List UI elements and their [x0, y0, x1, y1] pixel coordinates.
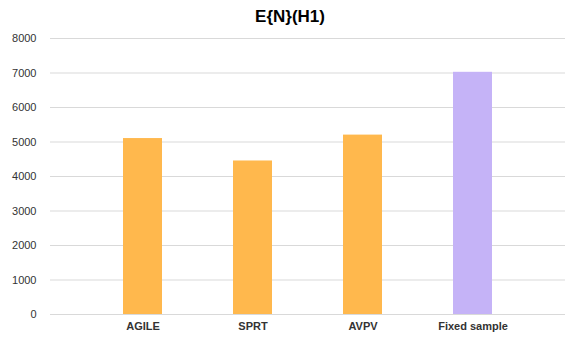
svg-text:AGILE: AGILE: [126, 320, 160, 332]
html-text:E{N}(H1): E{N}(H1): [255, 7, 325, 26]
svg-text:4000: 4000: [12, 170, 36, 182]
svg-text:5000: 5000: [12, 136, 36, 148]
svg-text:7000: 7000: [12, 67, 36, 79]
svg-text:1000: 1000: [12, 274, 36, 286]
svg-text:8000: 8000: [12, 32, 36, 44]
svg-text:Fixed sample: Fixed sample: [438, 320, 508, 332]
svg-text:2000: 2000: [12, 239, 36, 251]
svg-text:3000: 3000: [12, 205, 36, 217]
svg-text:0: 0: [30, 308, 36, 320]
svg-text:AVPV: AVPV: [348, 320, 378, 332]
svg-text:SPRT: SPRT: [238, 320, 268, 332]
svg-text:6000: 6000: [12, 101, 36, 113]
